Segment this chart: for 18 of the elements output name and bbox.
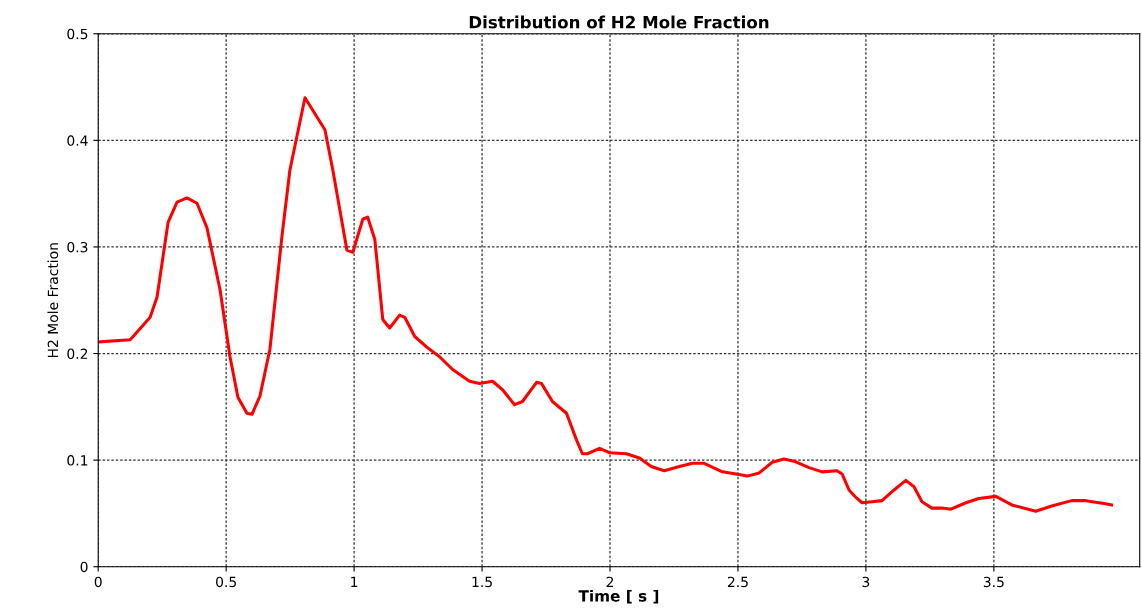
x-tick-label: 2.5 [727, 576, 748, 588]
y-tick-label: 0.3 [67, 241, 88, 253]
y-tick-label: 0.5 [67, 28, 88, 40]
x-tick-label: 3.5 [983, 576, 1004, 588]
y-tick-label: 0 [80, 561, 88, 573]
y-tick-label: 0.4 [67, 135, 88, 146]
x-axis-title: Time [ s ] [578, 589, 659, 604]
x-tick-label: 0.5 [216, 576, 236, 588]
x-tick-label: 2 [606, 576, 614, 587]
chart-title: Distribution of H2 Mole Fraction [469, 15, 769, 29]
y-axis-title: H2 Mole Fraction [47, 243, 59, 358]
x-tick-label: 1.5 [472, 576, 492, 588]
y-tick-label: 0.2 [67, 348, 88, 360]
x-tick-label: 3 [862, 576, 870, 588]
line-series [98, 96, 1114, 513]
x-tick-label: 0 [94, 576, 102, 588]
y-tick-label: 0.1 [67, 455, 88, 466]
x-tick-label: 1 [351, 576, 358, 587]
